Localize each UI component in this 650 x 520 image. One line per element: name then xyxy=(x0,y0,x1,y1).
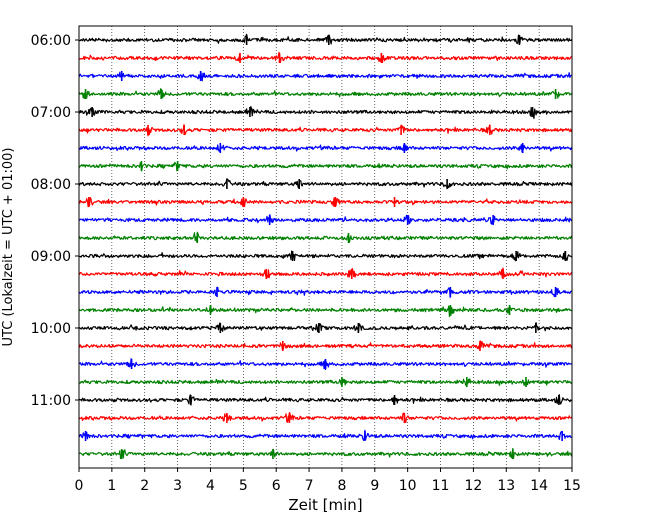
x-tick-label: 7 xyxy=(305,478,314,494)
trace xyxy=(78,447,573,460)
x-tick-label: 2 xyxy=(140,478,149,494)
trace xyxy=(78,51,573,64)
trace xyxy=(78,286,573,298)
trace xyxy=(78,231,573,243)
trace xyxy=(78,304,573,318)
trace-line xyxy=(78,106,573,120)
x-tick-label: 1 xyxy=(107,478,116,494)
y-tick-label: 11:00 xyxy=(31,393,71,409)
trace xyxy=(78,124,573,137)
trace-line xyxy=(78,286,573,298)
x-tick-label: 5 xyxy=(239,478,248,494)
trace-line xyxy=(78,411,573,424)
trace xyxy=(78,33,573,45)
trace-line xyxy=(78,214,573,225)
x-tick-label: 12 xyxy=(464,478,482,494)
trace-line xyxy=(78,250,573,262)
y-tick-label: 09:00 xyxy=(31,249,71,265)
trace-line xyxy=(78,394,573,406)
x-tick-label: 10 xyxy=(399,478,417,494)
trace xyxy=(78,178,573,189)
trace-line xyxy=(78,178,573,189)
trace xyxy=(78,70,573,82)
trace-line xyxy=(78,231,573,243)
trace xyxy=(78,250,573,262)
trace xyxy=(78,106,573,120)
x-axis: 0 1 2 3 4 5 6 7 8 9 10 11 12 13 14 15 xyxy=(75,468,581,494)
x-axis-label: Zeit [min] xyxy=(288,496,362,514)
trace xyxy=(78,88,573,100)
trace-group xyxy=(78,33,573,460)
trace xyxy=(78,161,573,172)
trace xyxy=(78,429,573,441)
trace-line xyxy=(78,358,573,371)
plot-frame xyxy=(78,25,573,469)
trace-line xyxy=(78,378,573,387)
trace-line xyxy=(78,267,573,279)
trace-line xyxy=(78,196,573,208)
y-tick-label: 10:00 xyxy=(31,321,71,337)
y-tick-label: 07:00 xyxy=(31,105,71,121)
x-tick-label: 0 xyxy=(75,478,84,494)
x-tick-label: 4 xyxy=(206,478,215,494)
trace xyxy=(78,196,573,208)
trace-line xyxy=(78,447,573,460)
x-tick-label: 9 xyxy=(370,478,379,494)
trace-line xyxy=(78,322,573,333)
y-axis-label: UTC (Lokalzeit = UTC + 01:00) xyxy=(1,148,16,347)
trace xyxy=(78,358,573,371)
trace xyxy=(78,143,573,153)
trace xyxy=(78,340,573,351)
trace-line xyxy=(78,304,573,318)
x-tick-label: 6 xyxy=(272,478,281,494)
trace-line xyxy=(78,51,573,64)
trace xyxy=(78,394,573,406)
trace xyxy=(78,322,573,333)
trace-line xyxy=(78,143,573,153)
x-tick-label: 3 xyxy=(173,478,182,494)
x-tick-label: 14 xyxy=(530,478,548,494)
trace-line xyxy=(78,70,573,82)
trace xyxy=(78,214,573,225)
trace xyxy=(78,411,573,424)
trace xyxy=(78,267,573,279)
x-tick-label: 13 xyxy=(497,478,515,494)
y-tick-label: 08:00 xyxy=(31,177,71,193)
y-tick-label: 06:00 xyxy=(31,33,71,49)
trace xyxy=(78,377,573,387)
y-axis: 06:00 07:00 08:00 09:00 10:00 11:00 xyxy=(31,33,79,409)
x-tick-label: 8 xyxy=(337,478,346,494)
trace-line xyxy=(78,161,573,172)
trace-line xyxy=(78,33,573,45)
trace-line xyxy=(78,429,573,441)
plot-background xyxy=(79,26,572,468)
trace-line xyxy=(78,340,573,351)
x-tick-label: 15 xyxy=(563,478,581,494)
x-tick-label: 11 xyxy=(432,478,450,494)
